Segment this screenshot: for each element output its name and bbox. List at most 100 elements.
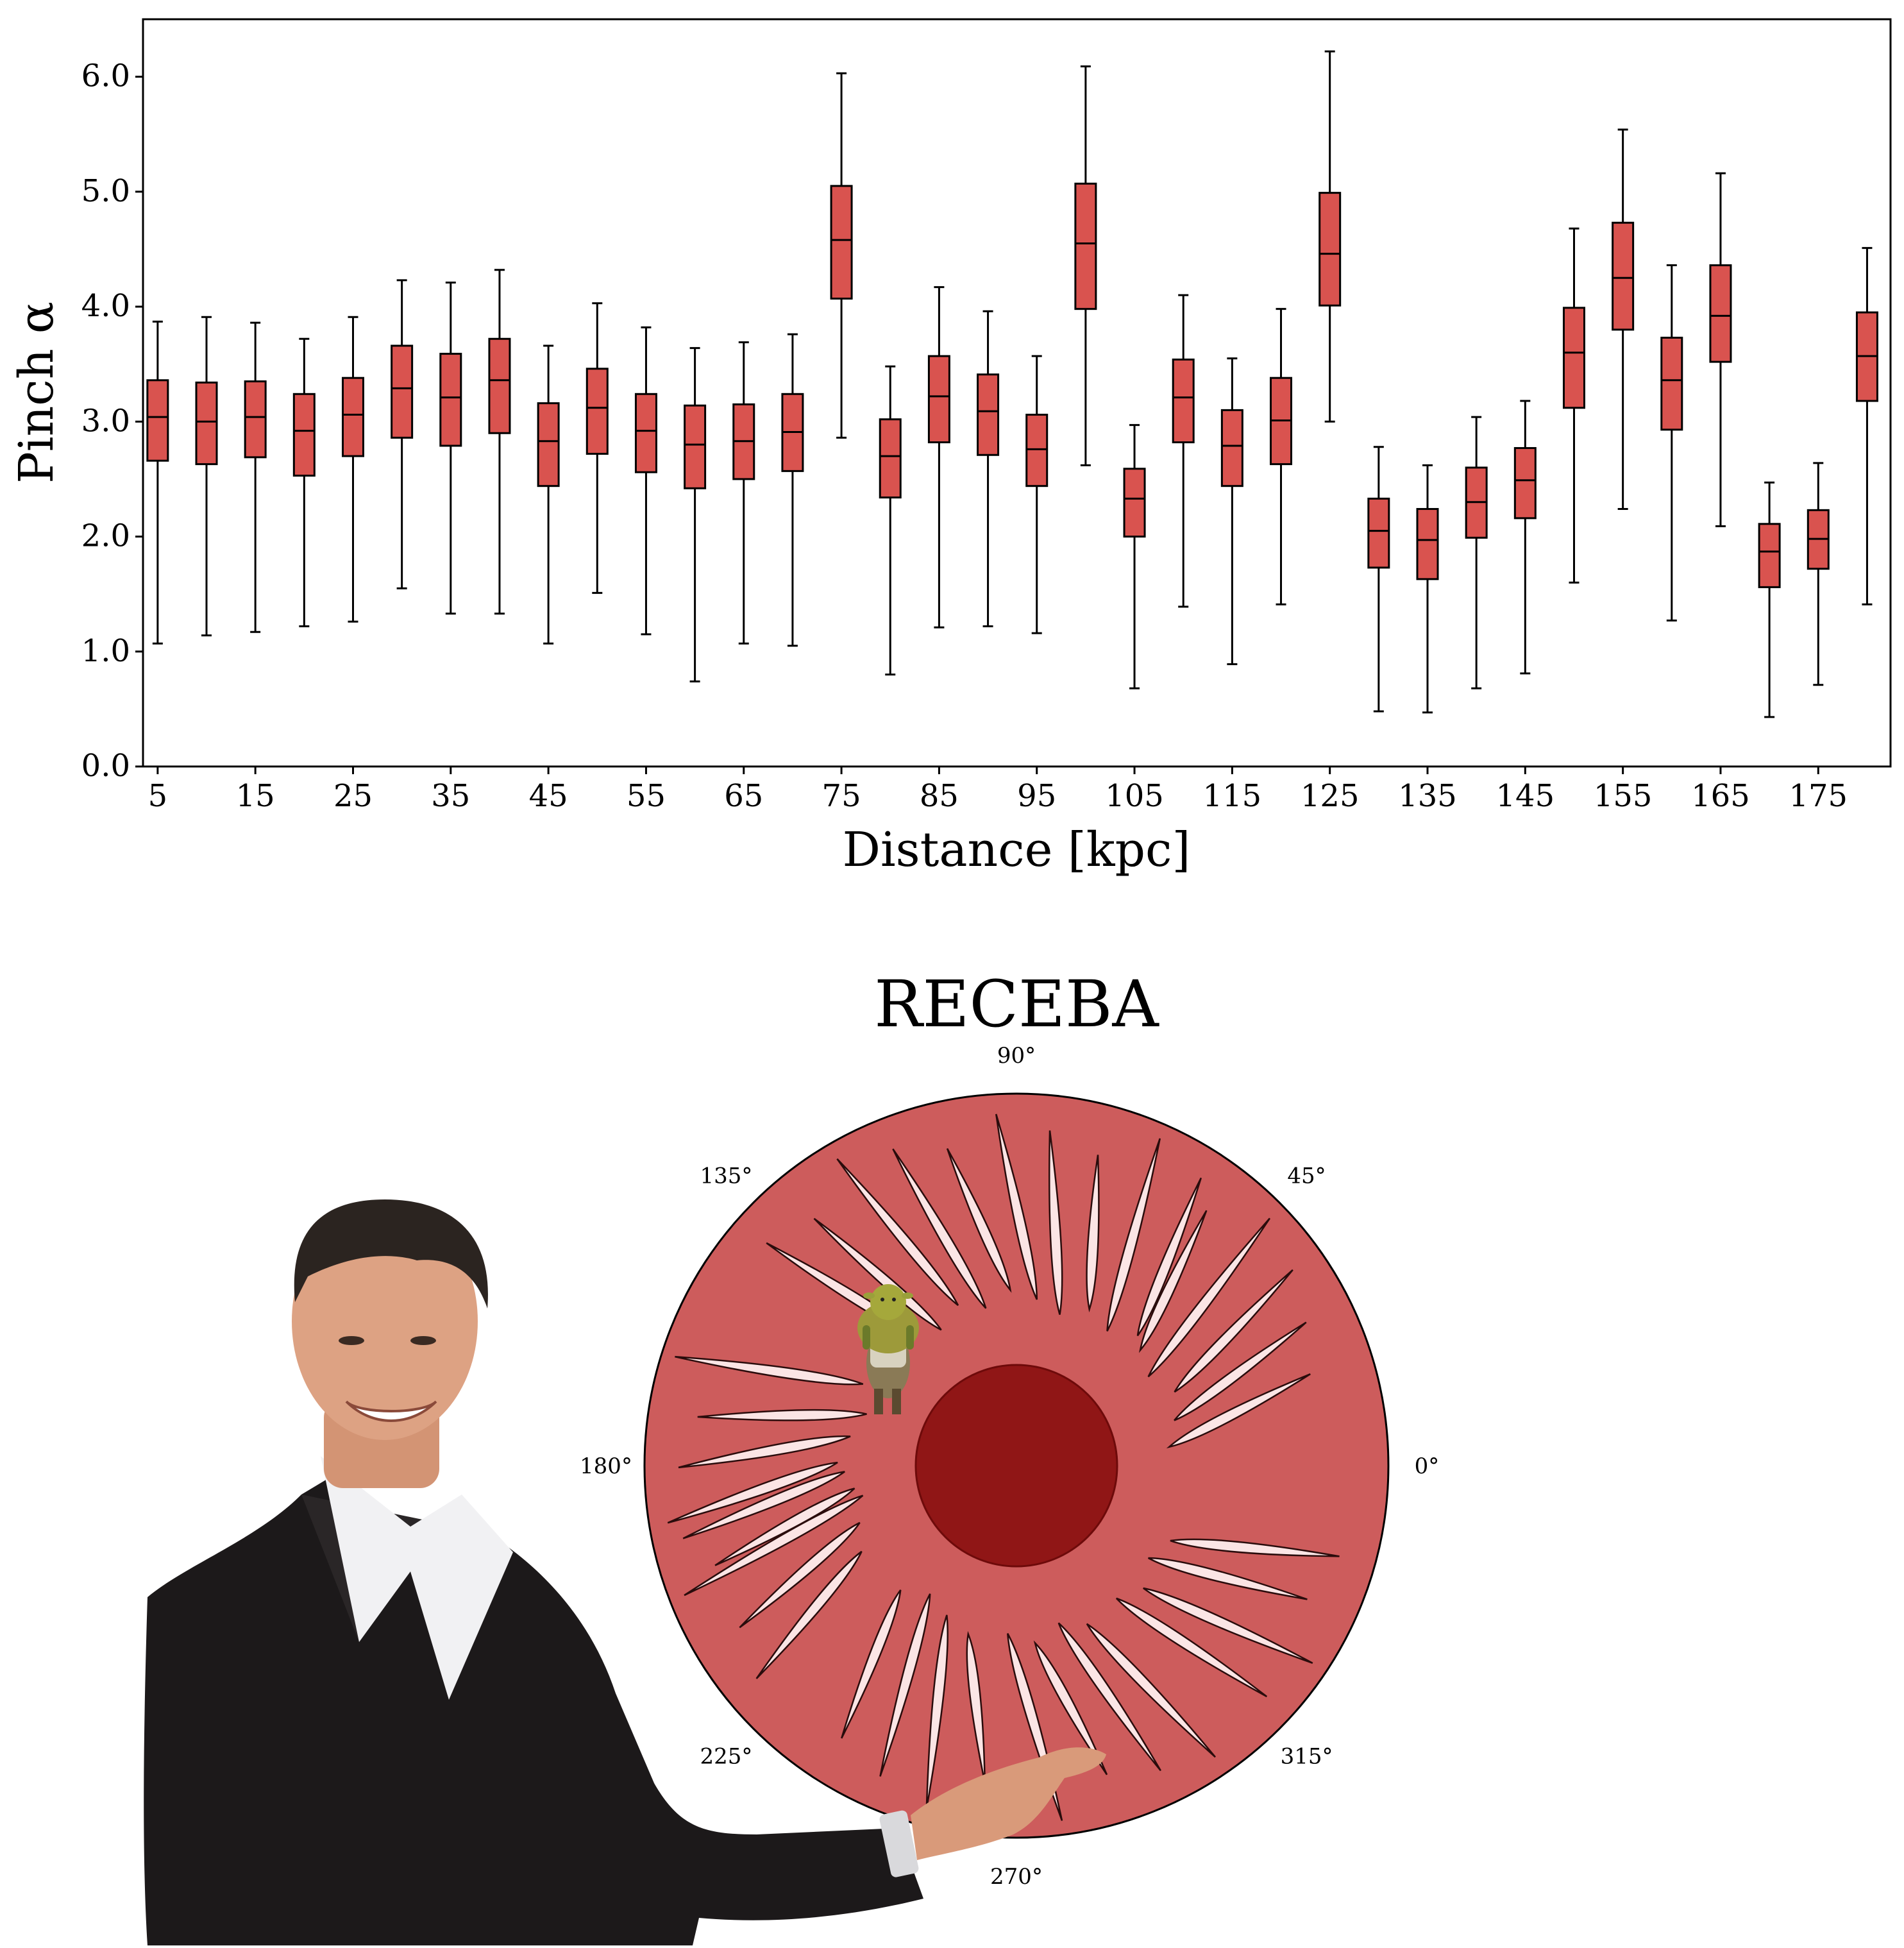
y-tick-label: 1.0 (81, 633, 130, 669)
box-iqr (927, 355, 950, 444)
box-155 (1612, 128, 1635, 511)
box-60 (684, 347, 707, 682)
box-15 (244, 321, 267, 633)
spiral-streak (1033, 1640, 1108, 1775)
angle-label: 0° (1415, 1453, 1440, 1479)
box-iqr (439, 353, 462, 447)
box-5 (146, 320, 169, 645)
spiral-streak (1115, 1597, 1268, 1698)
box-iqr (586, 368, 609, 455)
angle-label: 315° (1281, 1744, 1333, 1770)
spiral-streak (841, 1589, 902, 1739)
box-40 (488, 269, 511, 615)
x-tick-label: 5 (148, 778, 168, 814)
x-tick-label: 115 (1203, 778, 1262, 814)
box-95 (1025, 355, 1049, 634)
x-tick-label: 35 (431, 778, 470, 814)
spiral-streak (1106, 1138, 1161, 1332)
spiral-streak (1138, 1210, 1208, 1353)
box-iqr (1660, 336, 1683, 431)
box-100 (1074, 65, 1097, 466)
spiral-streak (1174, 1321, 1307, 1421)
x-tick-label: 25 (333, 778, 373, 814)
x-tick-label: 135 (1398, 778, 1457, 814)
box-iqr (146, 379, 169, 462)
box-65 (732, 341, 755, 645)
x-tick-label: 85 (920, 778, 959, 814)
box-175 (1807, 462, 1830, 686)
box-125 (1318, 50, 1342, 423)
box-90 (977, 310, 1000, 627)
ogre-figure-icon (857, 1284, 919, 1414)
spiral-streak (1143, 1587, 1313, 1664)
angle-labels: 0° 45° 90° 135° 180° 225° 270° 315° (580, 1043, 1439, 1890)
box-10 (195, 316, 218, 637)
box-iqr (1367, 497, 1390, 569)
x-tick-label: 125 (1301, 778, 1360, 814)
spiral-streak (697, 1409, 867, 1421)
box-85 (927, 286, 950, 629)
spiral-streak (1057, 1622, 1161, 1772)
box-iqr (195, 381, 218, 466)
box-30 (391, 279, 414, 589)
x-tick-label: 45 (529, 778, 568, 814)
polar-core (914, 1364, 1118, 1568)
box-iqr (292, 393, 316, 477)
box-iqr (977, 373, 1000, 456)
box-iqr (1709, 264, 1732, 363)
box-80 (879, 365, 902, 676)
spiral-streak (1170, 1538, 1340, 1557)
spiral-streak (714, 1487, 855, 1566)
spiral-streak (1174, 1269, 1293, 1393)
x-axis-label: Distance [kpc] (843, 822, 1191, 877)
angle-label: 270° (990, 1864, 1043, 1890)
box-iqr (1562, 307, 1585, 409)
box-130 (1367, 446, 1390, 713)
box-135 (1416, 464, 1439, 714)
spiral-streak (879, 1593, 931, 1777)
angle-label: 180° (580, 1453, 632, 1479)
box-140 (1465, 416, 1488, 690)
x-tick-label: 95 (1017, 778, 1056, 814)
box-165 (1709, 172, 1732, 527)
box-iqr (684, 404, 707, 489)
x-tick-label: 15 (236, 778, 275, 814)
polar-title: RECEBA (874, 967, 1159, 1042)
x-tick-label: 55 (627, 778, 666, 814)
box-iqr (341, 377, 364, 457)
box-50 (586, 302, 609, 594)
spiral-streak (667, 1461, 838, 1524)
spiral-streak (1086, 1155, 1100, 1313)
y-tick-label: 5.0 (81, 173, 130, 209)
x-tick-label: 145 (1496, 778, 1555, 814)
y-tick-label: 0.0 (81, 748, 130, 784)
y-tick-label: 6.0 (81, 58, 130, 94)
spiral-streak (1086, 1623, 1217, 1758)
spiral-streak (1168, 1373, 1311, 1448)
spiral-streak (1148, 1557, 1308, 1600)
box-iqr (244, 380, 267, 459)
box-iqr (1172, 359, 1195, 444)
x-ticks: 5 15 25 35 45 55 65 75 85 95 105 115 125 135 145 155 165… (148, 766, 1848, 814)
spiral-streak (946, 1148, 1012, 1293)
box-25 (341, 316, 364, 623)
box-iqr (1513, 447, 1537, 520)
box-iqr (1612, 221, 1635, 331)
spiral-streak (813, 1217, 942, 1331)
x-tick-label: 65 (724, 778, 763, 814)
box-180 (1855, 247, 1878, 606)
y-tick-label: 2.0 (81, 518, 130, 554)
box-20 (292, 337, 316, 627)
box-iqr (537, 402, 560, 487)
box-iqr (488, 337, 511, 434)
box-170 (1758, 481, 1781, 718)
box-160 (1660, 264, 1683, 622)
spiral-streak (684, 1495, 864, 1597)
plot-frame (142, 18, 1892, 768)
polar-chart: RECEBA 0° 45° 90° 135° 180° 225° 270° 315° (580, 967, 1439, 1890)
box-115 (1220, 357, 1243, 665)
y-axis-label: Pinch α (9, 301, 64, 484)
x-tick-label: 165 (1691, 778, 1750, 814)
box-iqr (830, 185, 853, 300)
